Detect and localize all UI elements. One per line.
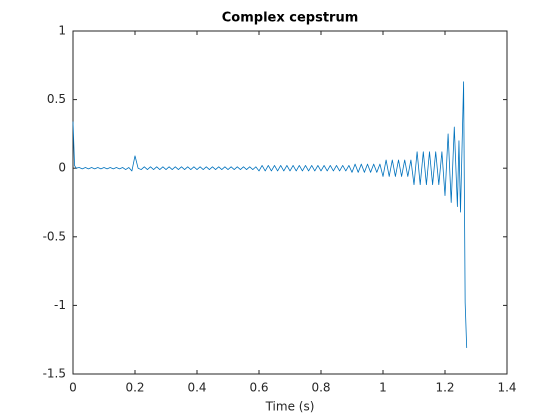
- x-tick-label: 0.2: [125, 381, 144, 395]
- x-tick-label: 0.6: [249, 381, 268, 395]
- x-tick-label: 0.8: [311, 381, 330, 395]
- y-tick-label: 1: [58, 24, 66, 38]
- x-tick-label: 0.4: [187, 381, 206, 395]
- y-tick-label: -1.5: [43, 367, 66, 381]
- y-tick-label: 0.5: [47, 92, 66, 106]
- x-axis-label: Time (s): [265, 400, 315, 414]
- y-tick-label: -0.5: [43, 229, 66, 243]
- x-tick-label: 0: [69, 381, 77, 395]
- x-tick-label: 1: [379, 381, 387, 395]
- x-tick-label: 1.4: [497, 381, 516, 395]
- y-tick-label: -1: [54, 298, 66, 312]
- x-tick-label: 1.2: [435, 381, 454, 395]
- plot-box: [72, 30, 508, 375]
- y-tick-label: 0: [58, 161, 66, 175]
- chart-title: Complex cepstrum: [222, 11, 359, 26]
- data-line: [72, 81, 468, 348]
